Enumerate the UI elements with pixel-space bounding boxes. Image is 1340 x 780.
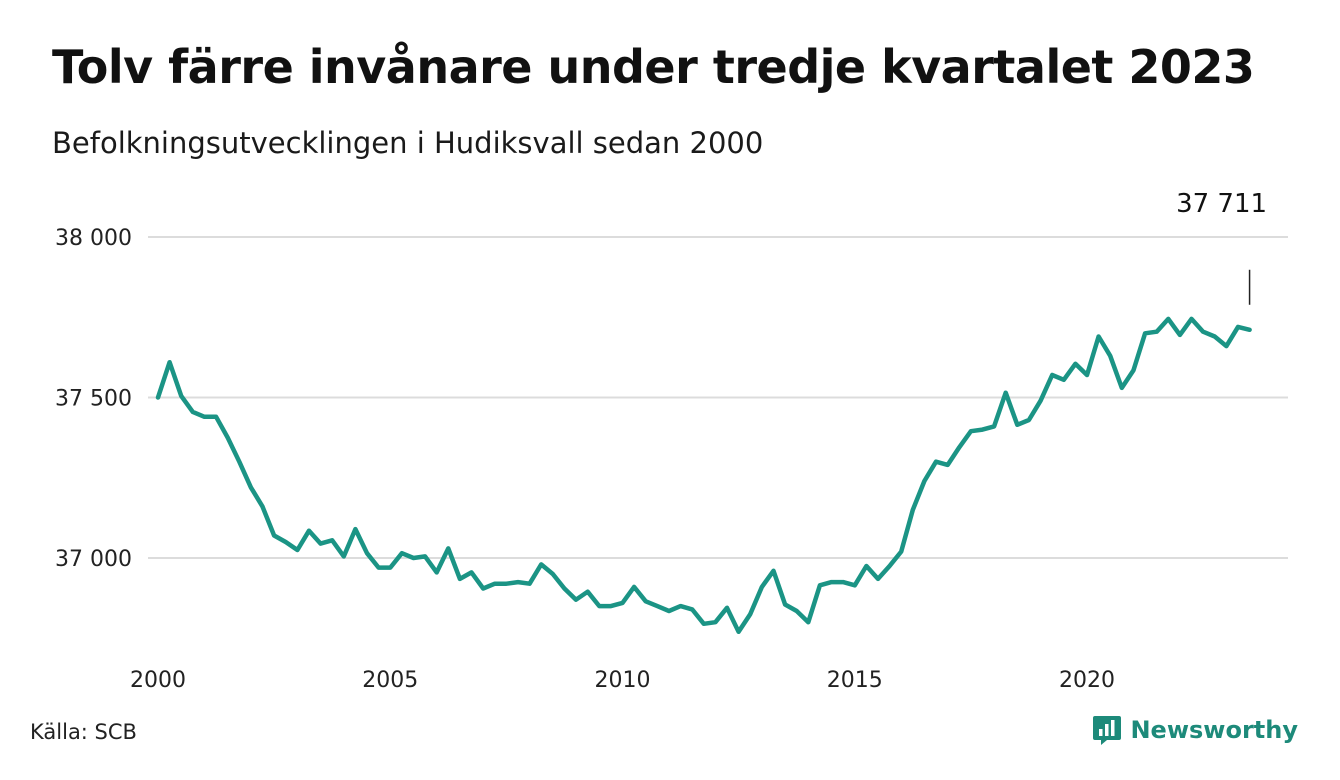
end-value-label: 37 711 <box>1176 189 1267 219</box>
y-axis-ticks: 37 000 37 500 38 000 <box>55 226 132 572</box>
series-line <box>155 316 1252 635</box>
newsworthy-logo-icon <box>1093 716 1122 745</box>
x-tick-label: 2000 <box>130 668 186 693</box>
x-tick-label: 2020 <box>1059 668 1115 693</box>
y-tick-label: 37 500 <box>55 387 132 412</box>
brand-name: Newsworthy <box>1130 716 1298 744</box>
x-tick-label: 2010 <box>595 668 651 693</box>
x-tick-label: 2015 <box>827 668 883 693</box>
chart-title: Tolv färre invånare under tredje kvartal… <box>52 40 1255 94</box>
y-tick-label: 38 000 <box>55 226 132 251</box>
chart-subtitle: Befolkningsutvecklingen i Hudiksvall sed… <box>52 126 764 160</box>
brand-logo: Newsworthy <box>1092 714 1298 746</box>
gridlines <box>148 236 1288 559</box>
source-note: Källa: SCB <box>30 720 137 744</box>
x-axis-ticks: 2000 2005 2010 2015 2020 <box>130 668 1115 693</box>
y-tick-label: 37 000 <box>55 547 132 572</box>
x-tick-label: 2005 <box>362 668 418 693</box>
